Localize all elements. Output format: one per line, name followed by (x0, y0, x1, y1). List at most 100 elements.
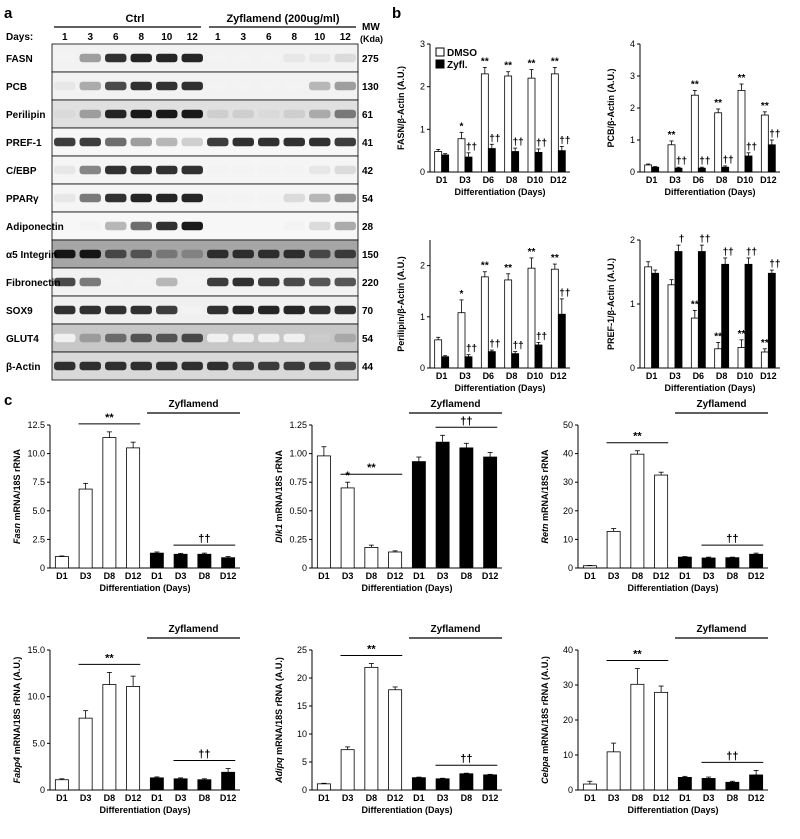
x-tick-label: D12 (125, 571, 142, 581)
x-tick-label: D1 (584, 571, 596, 581)
blot-mw-value: 41 (362, 138, 374, 149)
blot-strip (51, 183, 359, 213)
bar (388, 551, 403, 569)
x-tick-label: D1 (679, 793, 691, 803)
x-tick-label: D6 (483, 371, 495, 381)
y-tick-label: 20 (563, 506, 573, 516)
blot-band (105, 109, 127, 119)
y-tick-label: 40 (563, 449, 573, 459)
blot-band (54, 53, 76, 63)
x-axis-title: Differentiation (Days) (664, 383, 755, 393)
blot-ctrl-label: Ctrl (126, 13, 145, 25)
blot-mw-value: 42 (362, 166, 374, 177)
bar (721, 166, 730, 173)
x-tick-label: D1 (413, 793, 425, 803)
x-tick-label: D10 (737, 175, 754, 185)
bar (582, 783, 597, 791)
x-tick-label: D1 (646, 371, 658, 381)
y-tick-label: 12.5 (27, 420, 45, 430)
blot-band (54, 249, 76, 259)
y-tick-label: 5 (302, 757, 307, 767)
panel-c-chart: 0 10 20 30 40 50 D1 D3 D8 D12 D1 D3 D8 D12 Zyflamend **… (540, 399, 768, 593)
bar (464, 356, 473, 369)
bar (483, 456, 498, 569)
d3-significance-mark: * (345, 470, 350, 482)
x-tick-label: D6 (693, 371, 705, 381)
blot-band (181, 221, 203, 231)
bar (744, 155, 753, 173)
y-tick-label: 20 (297, 673, 307, 683)
x-tick-label: D8 (727, 571, 739, 581)
blot-band (258, 277, 280, 287)
blot-band (334, 165, 356, 175)
significance-mark: †† (513, 137, 524, 148)
y-tick-label: 2 (420, 261, 425, 271)
significance-mark: ** (761, 338, 769, 349)
blot-day-label: 10 (161, 32, 173, 43)
significance-mark: ** (691, 299, 699, 310)
blot-band (181, 137, 203, 147)
bar (364, 666, 379, 791)
bar (480, 73, 489, 173)
blot-band (232, 81, 254, 91)
significance-mark: †† (723, 155, 734, 166)
x-tick-label: D1 (318, 571, 330, 581)
blot-band (309, 81, 331, 91)
panel-c-chart: 0 5.0 10.0 15.0 D1 D3 D8 D12 D1 D3 D8 D12 Zyflamend *… (12, 624, 240, 815)
significance-mark: †† (769, 129, 780, 140)
bar (316, 783, 331, 791)
x-tick-label: D12 (748, 793, 765, 803)
blot-band (105, 305, 127, 315)
y-tick-label: 0 (568, 563, 573, 573)
blot-strip (51, 323, 359, 353)
blot-band (79, 165, 101, 175)
blot-band (309, 53, 331, 63)
legend-swatch (435, 59, 445, 69)
blot-band (283, 193, 305, 203)
x-axis-title: Differentiation (Days) (627, 805, 718, 815)
zyf-significance-mark: †† (198, 533, 210, 545)
bar (651, 272, 660, 369)
blot-band (334, 305, 356, 315)
y-tick-label: 10 (563, 750, 573, 760)
y-axis-unit: mRNA/18S rRNA (A.U.) (540, 656, 550, 756)
blot-band (105, 193, 127, 203)
blot-band (334, 277, 356, 287)
blot-band (207, 277, 229, 287)
bar (464, 156, 473, 173)
blot-strip (51, 71, 359, 101)
blot-protein-label: GLUT4 (6, 334, 39, 345)
blot-band (156, 193, 178, 203)
blot-band (207, 193, 229, 203)
bar (435, 778, 450, 791)
x-tick-label: D1 (56, 571, 68, 581)
blot-band (54, 137, 76, 147)
ctrl-significance-mark: ** (105, 652, 114, 664)
y-tick-label: 15 (297, 701, 307, 711)
bar (644, 266, 653, 369)
significance-mark: †† (489, 133, 500, 144)
blot-band (232, 165, 254, 175)
panel-c-chart: 0 0.25 0.50 0.75 1.00 1.25 D1 D3 D8 D12 D1 D3 D8 D12 Z… (274, 399, 502, 593)
bar (557, 313, 566, 369)
blot-band (334, 333, 356, 343)
blot-mw-header: MW (362, 22, 380, 33)
y-tick-label: 3 (420, 39, 425, 49)
zyf-significance-mark: †† (198, 749, 210, 761)
blot-mw-value: 28 (362, 222, 374, 233)
bar (557, 150, 566, 173)
y-tick-label: 5.0 (32, 506, 45, 516)
blot-row: FASN 275 (6, 43, 379, 73)
y-tick-label: 0.75 (289, 477, 307, 487)
blot-band (54, 193, 76, 203)
blot-row: C/EBP 42 (6, 155, 374, 185)
blot-band (79, 333, 101, 343)
blot-band (309, 277, 331, 287)
blot-band (232, 137, 254, 147)
x-tick-label: D3 (342, 793, 354, 803)
x-axis-title: Differentiation (Days) (627, 583, 718, 593)
blot-band (283, 53, 305, 63)
blot-band (283, 109, 305, 119)
